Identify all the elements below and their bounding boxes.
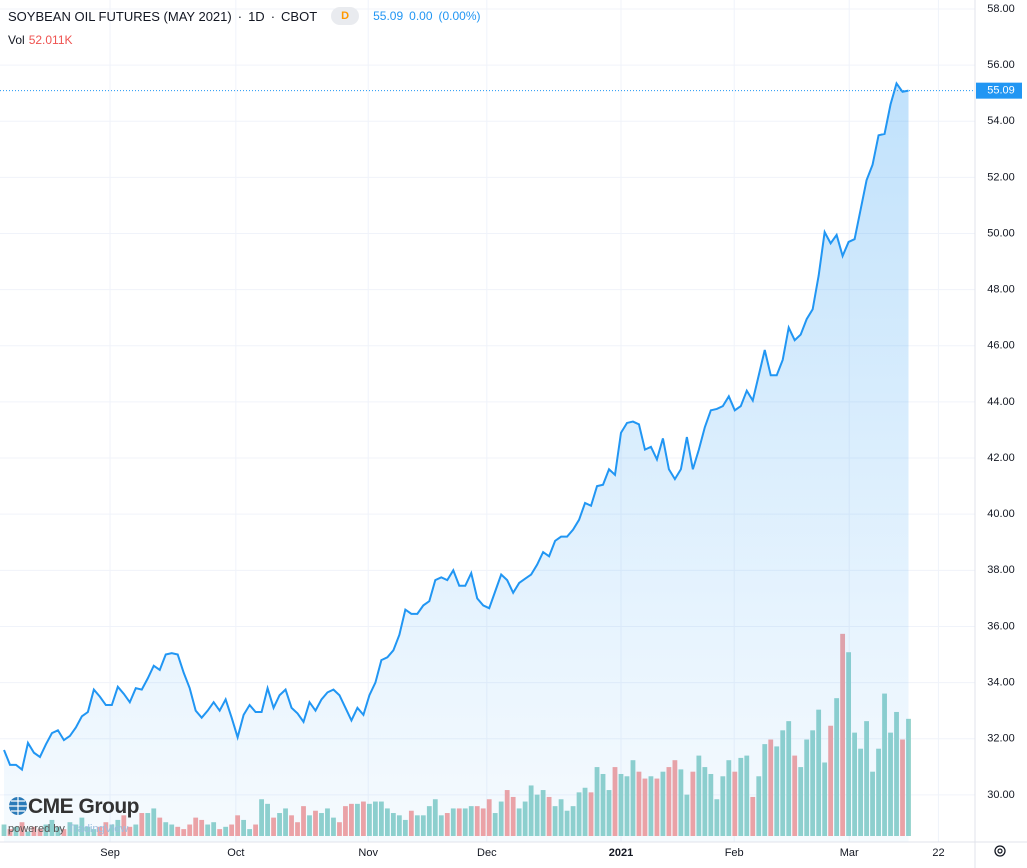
y-tick-label: 46.00	[987, 340, 1015, 352]
y-tick-label: 56.00	[987, 59, 1015, 71]
price-pane	[0, 81, 975, 843]
globe	[9, 797, 27, 815]
axes: 30.00 32.00 34.00 36.00 38.00 40.00 42.00 44.00…	[100, 3, 1022, 859]
header: SOYBEAN OIL FUTURES (MAY 2021) · 1D · CBOT…	[8, 7, 481, 25]
y-tick-label: 32.00	[987, 733, 1015, 745]
logo-name: CME Group	[8, 795, 140, 819]
price-area	[4, 83, 909, 843]
y-tick-label: 58.00	[987, 3, 1015, 15]
change-pct: (0.00%)	[438, 9, 481, 23]
price-line	[3, 81, 909, 772]
y-tick-label: 50.00	[987, 227, 1015, 239]
y-tick-label: 30.00	[987, 789, 1015, 801]
brand-name: CME Group	[28, 795, 140, 818]
interval[interactable]: 1D	[248, 8, 265, 24]
logo[interactable]: CME Group powered by TradingView	[8, 795, 140, 835]
x-tick-label: 2021	[609, 847, 633, 859]
vol-label: Vol	[8, 33, 25, 47]
sep: ·	[270, 8, 276, 24]
x-tick-label: Mar	[840, 847, 859, 859]
settings-icon[interactable]	[994, 845, 1006, 857]
y-tick-label: 48.00	[987, 284, 1015, 296]
vol-value: 52.011K	[28, 33, 73, 47]
badge: D	[331, 7, 360, 25]
change: 0.00	[409, 9, 433, 23]
sep: ·	[237, 8, 243, 24]
powered: powered by TradingView	[8, 823, 139, 835]
powered-by: powered by	[8, 823, 65, 835]
symbol-title[interactable]: SOYBEAN OIL FUTURES (MAY 2021)	[8, 8, 232, 24]
y-tick-label: 44.00	[987, 396, 1015, 408]
x-tick-label: Feb	[725, 847, 744, 859]
last-price: 55.09	[373, 9, 404, 23]
volume-legend: Vol 52.011K	[8, 33, 73, 47]
x-tick-label: 22	[932, 847, 944, 859]
x-tick-label: Oct	[227, 847, 244, 859]
volume-bar	[906, 718, 911, 836]
y-tick-label: 52.00	[987, 171, 1015, 183]
last-price-box	[976, 82, 1022, 99]
gear-hub	[997, 848, 1003, 854]
x-tick-label: Nov	[358, 847, 378, 859]
x-tick-label: Dec	[477, 847, 497, 859]
y-tick-label: 38.00	[987, 564, 1015, 576]
gear	[994, 845, 1006, 857]
y-tick-label: 40.00	[987, 508, 1015, 520]
y-tick-label: 42.00	[987, 452, 1015, 464]
x-tick-label: Sep	[100, 847, 120, 859]
tv-brand: TradingView	[67, 823, 129, 835]
y-tick-label: 36.00	[987, 620, 1015, 632]
exchange: CBOT	[281, 8, 318, 24]
y-tick-label: 34.00	[987, 676, 1015, 688]
last-price-label: 55.09	[987, 85, 1015, 97]
y-tick-label: 54.00	[987, 115, 1015, 127]
